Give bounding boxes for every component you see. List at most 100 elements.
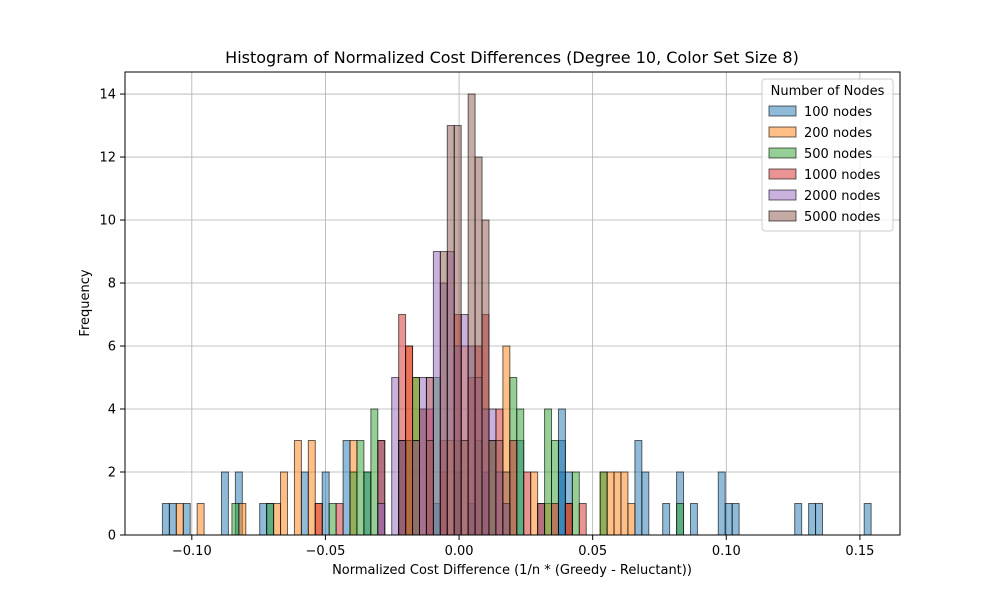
bar-s1-2 — [238, 503, 247, 536]
bar-s1-23 — [620, 471, 629, 536]
legend-title: Number of Nodes — [771, 84, 885, 99]
bar-s1-17 — [530, 471, 539, 536]
legend-label-0: 100 nodes — [804, 105, 872, 120]
y-tick-label-6: 12 — [99, 151, 116, 166]
bar-s2-2 — [328, 503, 337, 536]
bar-s5-12 — [502, 471, 511, 536]
bar-s2-0 — [231, 503, 240, 536]
bar-s0-0 — [161, 503, 170, 536]
bar-s0-3 — [220, 471, 229, 536]
bar-s0-26 — [641, 471, 650, 536]
bar-s3-13 — [509, 440, 518, 536]
legend-swatch-1 — [768, 126, 797, 138]
bar-s2-16 — [544, 408, 553, 536]
x-tick-label-1: −0.05 — [306, 544, 346, 559]
bar-s2-6 — [370, 408, 379, 536]
bar-s5-4 — [446, 125, 455, 536]
bar-s1-4 — [280, 471, 288, 536]
bar-s0-7 — [300, 471, 309, 536]
bar-s1-5 — [293, 440, 302, 536]
bar-s2-18 — [571, 471, 580, 536]
bar-s2-3 — [349, 471, 358, 536]
bar-s4-4 — [419, 377, 427, 536]
legend: Number of Nodes 100 nodes 200 nodes 500 nod… — [761, 78, 894, 232]
x-tick-label-3: 0.05 — [578, 544, 607, 559]
bar-s2-19 — [599, 471, 608, 536]
bar-s3-1 — [335, 503, 344, 536]
y-tick-label-5: 10 — [99, 214, 116, 229]
bar-s3-4 — [405, 345, 414, 536]
bar-s5-6 — [460, 440, 469, 536]
legend-label-2: 500 nodes — [804, 147, 872, 162]
bar-s4-1 — [391, 377, 400, 536]
bar-s5-7 — [467, 93, 476, 536]
bar-s1-6 — [307, 440, 316, 536]
x-tick-label-5: 0.15 — [845, 544, 874, 559]
bar-s0-5 — [259, 503, 268, 536]
bar-s4-0 — [377, 503, 386, 536]
bar-s5-10 — [488, 440, 497, 536]
bar-s1-0 — [175, 503, 184, 536]
bar-s3-18 — [578, 503, 587, 536]
bar-s2-5 — [363, 471, 372, 536]
bar-s0-32 — [731, 503, 740, 536]
bar-s0-35 — [815, 503, 823, 536]
legend-label-5: 5000 nodes — [804, 210, 881, 225]
bar-s3-14 — [523, 471, 532, 536]
legend-swatch-3 — [768, 168, 797, 180]
legend-label-1: 200 nodes — [804, 126, 872, 141]
bar-s0-22 — [557, 408, 566, 536]
legend-swatch-5 — [768, 210, 797, 222]
bar-s4-6 — [432, 251, 441, 536]
chart-title: Histogram of Normalized Cost Differences… — [225, 48, 799, 67]
bar-s5-9 — [481, 219, 490, 536]
series-5-bars — [398, 93, 511, 536]
bar-s2-20 — [676, 503, 685, 536]
x-tick-label-2: 0.00 — [445, 544, 474, 559]
bar-s0-36 — [863, 503, 872, 536]
legend-label-3: 1000 nodes — [804, 168, 881, 183]
bar-s0-30 — [717, 471, 726, 536]
bar-s0-33 — [794, 503, 803, 536]
bar-s0-8 — [321, 471, 330, 536]
bar-s0-2 — [182, 503, 191, 536]
y-tick-label-2: 4 — [108, 403, 116, 418]
y-axis-label: Frequency — [78, 269, 93, 336]
bar-s2-1 — [266, 503, 275, 536]
bar-s0-1 — [168, 503, 177, 536]
bar-s3-15 — [537, 503, 546, 536]
x-tick-label-0: −0.10 — [172, 544, 212, 559]
legend-swatch-4 — [768, 189, 797, 201]
bar-s0-25 — [634, 440, 643, 536]
x-tick-label-4: 0.10 — [712, 544, 741, 559]
bar-s0-27 — [662, 503, 671, 536]
legend-swatch-0 — [768, 105, 797, 117]
bar-s1-22 — [613, 471, 622, 536]
bar-s3-17 — [564, 503, 573, 536]
y-tick-label-0: 0 — [108, 529, 116, 544]
bar-s0-29 — [689, 503, 698, 536]
bar-s5-5 — [453, 125, 462, 536]
bar-s5-3 — [439, 251, 448, 536]
bar-s0-9 — [342, 440, 351, 536]
legend-swatch-2 — [768, 147, 797, 159]
legend-label-4: 2000 nodes — [804, 189, 881, 204]
bar-s2-4 — [356, 440, 365, 536]
bar-s5-0 — [398, 440, 407, 536]
bar-s1-3 — [273, 503, 282, 536]
bar-s3-16 — [551, 503, 559, 536]
y-tick-label-7: 14 — [99, 88, 116, 103]
bar-s1-21 — [606, 471, 615, 536]
bar-s5-1 — [412, 440, 421, 536]
bar-s1-24 — [627, 503, 636, 536]
plot-frame — [124, 71, 901, 536]
y-axis-ticks: 0 2 4 6 8 10 12 14 — [99, 88, 125, 544]
histogram-bars — [161, 93, 872, 536]
x-axis-ticks: −0.10 −0.05 0.00 0.05 0.10 0.15 — [172, 535, 874, 559]
x-axis-label: Normalized Cost Difference (1/n * (Greed… — [332, 563, 692, 578]
y-tick-label-1: 2 — [108, 466, 116, 481]
bar-s3-0 — [314, 503, 323, 536]
bar-s5-11 — [495, 440, 504, 536]
bar-s5-2 — [425, 440, 434, 536]
bar-s0-31 — [724, 503, 733, 536]
